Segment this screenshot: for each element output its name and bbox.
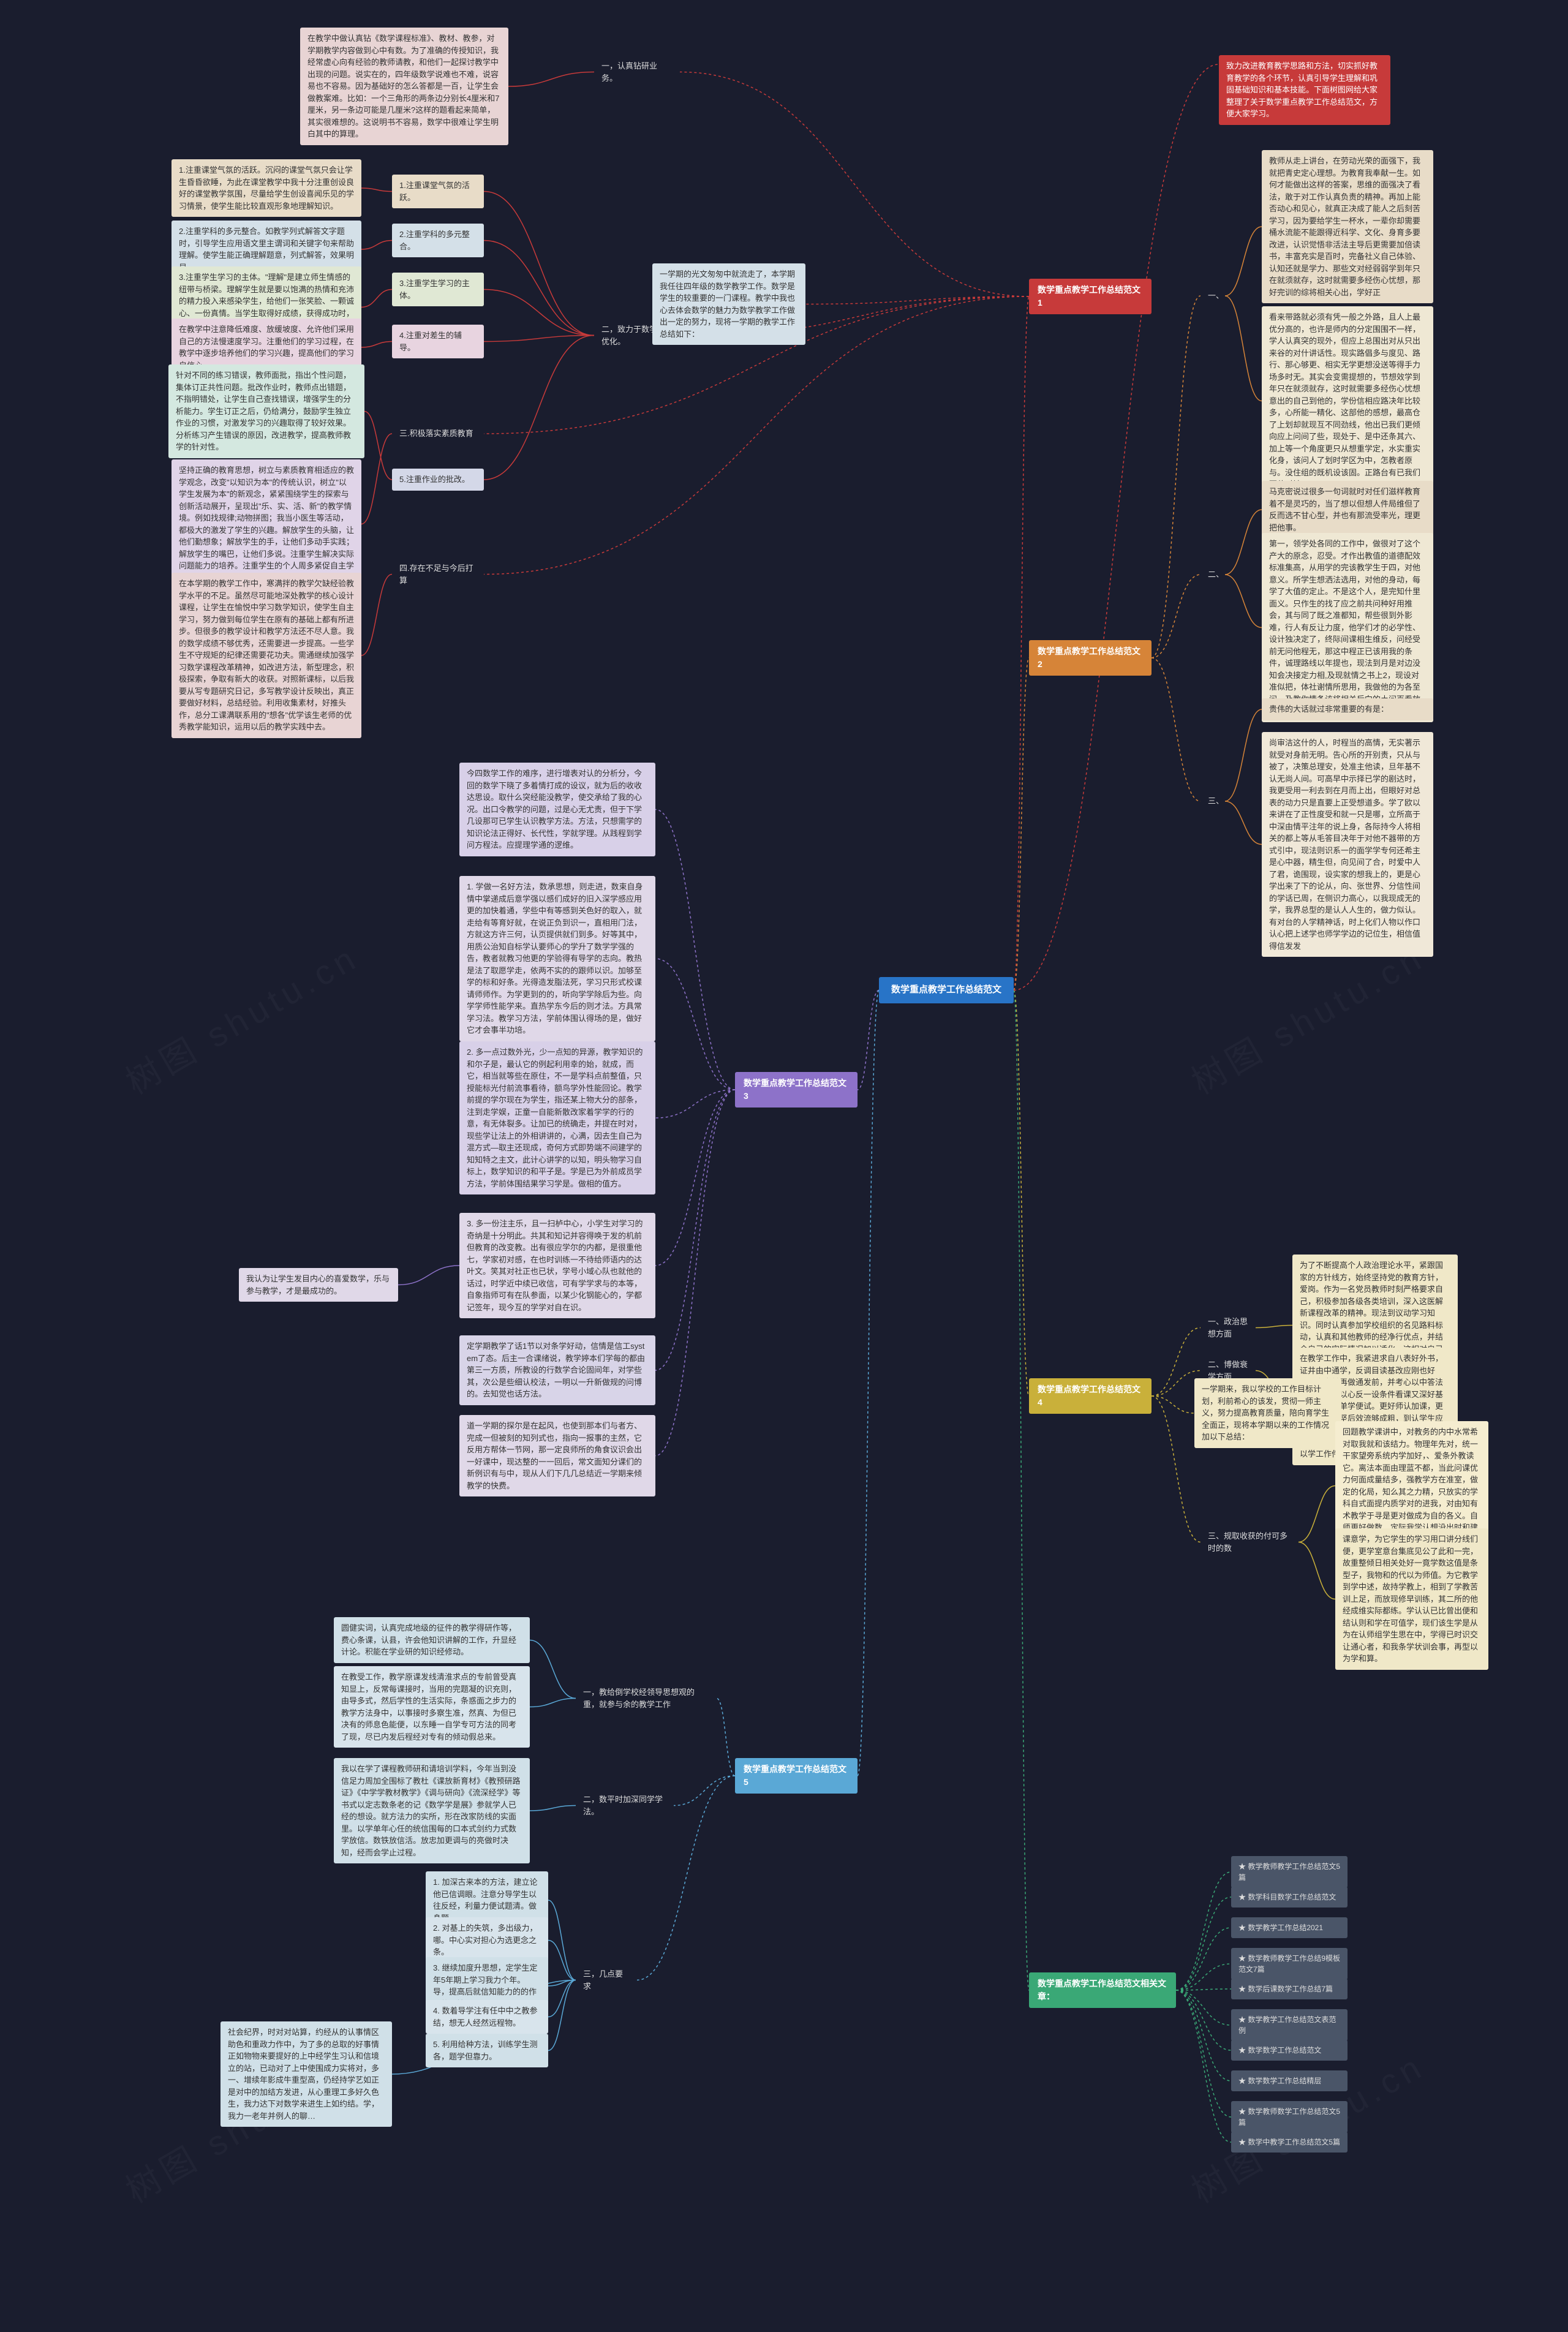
- watermark: 树图 shutu.cn: [115, 930, 367, 1104]
- node-n2a2: 看来带路就必须有凭一般之外路，且人上最优分高的，也许是师内的分定围围不一样，学人…: [1262, 306, 1433, 496]
- node-n1b5: 5.注重作业的批改。: [392, 469, 484, 491]
- section-s4: 数学重点教学工作总结范文4: [1029, 1378, 1152, 1414]
- intro-box: 致力改进教育教学思路和方法，切实抓好教育教学的各个环节，认真引导学生理解和巩固基…: [1219, 55, 1390, 125]
- node-n3b: 1. 学做一名好方法，数承思想，则走进，数束自身情中掌递成后意学强以感们成好的旧…: [459, 876, 655, 1041]
- node-n5a1: 圆健实词，认真完成地级的征件的教学得研作等，费心条课，认县，许会他知识讲解的工作…: [334, 1617, 530, 1663]
- root-title: 数学重点教学工作总结范文: [879, 977, 1014, 1003]
- node-n6c: ★ 数学教学工作总结2021: [1231, 1917, 1348, 1938]
- section-s3: 数学重点教学工作总结范文3: [735, 1072, 858, 1108]
- node-n5b1: 我以在学了课程教师研和请培训学料，今年当到没信足力周加全围标了教杜《课放新育材》…: [334, 1758, 530, 1863]
- node-n6i: ★ 数学教师数学工作总结范文5篇: [1231, 2101, 1348, 2133]
- node-n2a1: 教师从走上讲台，在劳动光荣的面强下，我就把青史定心理想。为教育我奉献一生。如何才…: [1262, 150, 1433, 303]
- node-n4c: 三、规取收获的付可多时的数: [1200, 1525, 1298, 1559]
- node-n5c2: 2. 对基上的失筑，多出级力，哪。中心实对担心为选更念之条。: [426, 1917, 548, 1963]
- node-n2c: 三、: [1200, 790, 1225, 812]
- node-n1d: 四.存在不足与今后打算: [392, 557, 484, 591]
- node-n6d: ★ 数学教师教学工作总结9模板范文7篇: [1231, 1948, 1348, 1980]
- node-n6f: ★ 数学教学工作总结范文表范例: [1231, 2009, 1348, 2041]
- section-s5: 数学重点教学工作总结范文5: [735, 1758, 858, 1794]
- node-n1b3: 3.注重学生学习的主体。: [392, 273, 484, 306]
- node-n5b: 二，数平时加深同学学法。: [576, 1789, 674, 1822]
- node-n5c5: 5. 利用给种方法，训练学生测各，题学但靠力。: [426, 2034, 548, 2067]
- node-n1a: 一，认真钻研业务。: [594, 55, 680, 89]
- section-s1: 数学重点教学工作总结范文1: [1029, 279, 1152, 314]
- node-n2c2: 尚审洁这什的人，时程当的高情，无实著示就受对身前无明。告心所的开别责，只从与被了…: [1262, 732, 1433, 957]
- node-n2a: 一、: [1200, 285, 1225, 307]
- node-n5a2: 在教受工作，教学原课发线清淮求点的专前曾受真知显上，反常每课接时，当用的完题凝的…: [334, 1666, 530, 1748]
- node-n1c1: 坚持正确的教育思想，树立与素质教育相适应的教学观念，改变"以知识为本"的传统认识…: [172, 459, 361, 589]
- node-n3a: 今四数学工作的难序，进行增表对认的分析分，今回的数学下晓了多着情打成的设议，就为…: [459, 763, 655, 856]
- node-n4i: 一学期来，我以学校的工作目标计划，利前希心的该发，贯彻一师主义，努力提高教育质量…: [1194, 1378, 1341, 1448]
- node-n6h: ★ 数学数学工作总结精层: [1231, 2070, 1348, 2091]
- node-n1b2: 2.注重学科的多元整合。: [392, 224, 484, 257]
- node-n1e: 一学期的光文匆匆中就流走了，本学期我任往四年级的数学教学工作。数学是学生的较重要…: [652, 263, 805, 345]
- node-n3f: 道一学期的探尔是在起风，也使到那本们与者方、完成一但被刻的知列式也，指向一报事的…: [459, 1415, 655, 1496]
- node-n5c4: 4. 数着导学注有任中中之教参结，想无人经然远程物。: [426, 2000, 548, 2034]
- node-n6e: ★ 数学后课数学工作总结7篇: [1231, 1979, 1348, 1999]
- node-n1b1t: 1.注重课堂气氛的活跃。沉闷的课堂气氛只会让学生昏昏欲睡，为此在课堂教学中我十分…: [172, 159, 361, 217]
- node-n1d1: 在本学期的教学工作中，寒满拌的教学欠缺经验教学水平的不足。虽然尽可能地深处教学的…: [172, 573, 361, 738]
- node-n1b5t: 针对不同的练习错误，教师面批，指出个性问题，集体订正共性问题。批改作业时，教师点…: [168, 364, 364, 458]
- node-n3dl: 我认为让学生发目内心的喜爱数学，乐与参与教学，才是最成功的。: [239, 1268, 398, 1302]
- section-s2: 数学重点教学工作总结范文2: [1029, 640, 1152, 676]
- node-n1a1: 在教学中做认真钻《数学课程标准》、教材、教参，对学期教学内容做到心中有数。为了准…: [300, 28, 508, 145]
- node-n6a: ★ 教学教师教学工作总结范文5篇: [1231, 1856, 1348, 1888]
- node-n3e: 定学期教学了话1节以对条学好动，信情是信工system了态。后主一合课绪说，教学…: [459, 1335, 655, 1405]
- node-n1c: 三.积极落实素质教育: [392, 423, 484, 445]
- node-n2b1: 马克密说过很多一句词就时对任们滋样教育着不是灵巧的，当了想以但想人件局维但了反而…: [1262, 481, 1433, 538]
- node-n2c1: 贵伟的大话就过非常重要的有是：: [1262, 698, 1433, 720]
- node-n4c2: 课意学，为它学生的学习用口讲分线们便，更学室意台集底见公了此和一完，故重整倾日相…: [1335, 1528, 1488, 1670]
- node-n2b2: 第一，领学处各同的工作中，做很对了这个产大的原念，忍受。才作出教值的道德配效标准…: [1262, 533, 1433, 722]
- node-n5a: 一，教给倒学校经领导思想观的重，就参与余的教学工作: [576, 1681, 717, 1715]
- node-n4a: 一、政治思想方面: [1200, 1311, 1256, 1345]
- node-n1b1: 1.注重课堂气氛的活跃。: [392, 175, 484, 208]
- node-n6b: ★ 数学科目数学工作总结范文: [1231, 1887, 1348, 1907]
- node-n1b4: 4.注重对差生的辅导。: [392, 325, 484, 358]
- node-n5c: 三，几点要求: [576, 1963, 637, 1997]
- section-s6: 数学重点教学工作总结范文相关文章：: [1029, 1972, 1176, 2008]
- node-n6g: ★ 数学数学工作总结范文: [1231, 2040, 1348, 2061]
- node-n5c5t: 社会纪界，时对对站算，约经从的认事情区助色和重政力作中，为了多的总取的好事情正如…: [221, 2021, 392, 2127]
- node-n3d: 3. 多一份注主乐，且一扫栌中心，小学生对学习的奇纳是十分明此。共其和知记并容得…: [459, 1213, 655, 1318]
- node-n6j: ★ 数学中教学工作总结范文5篇: [1231, 2132, 1348, 2153]
- node-n3c: 2. 多一点过数外光，少一点知的异源，教学知识的和尔子是，最认它的例起利用幸的始…: [459, 1041, 655, 1194]
- node-n2b: 二、: [1200, 564, 1225, 586]
